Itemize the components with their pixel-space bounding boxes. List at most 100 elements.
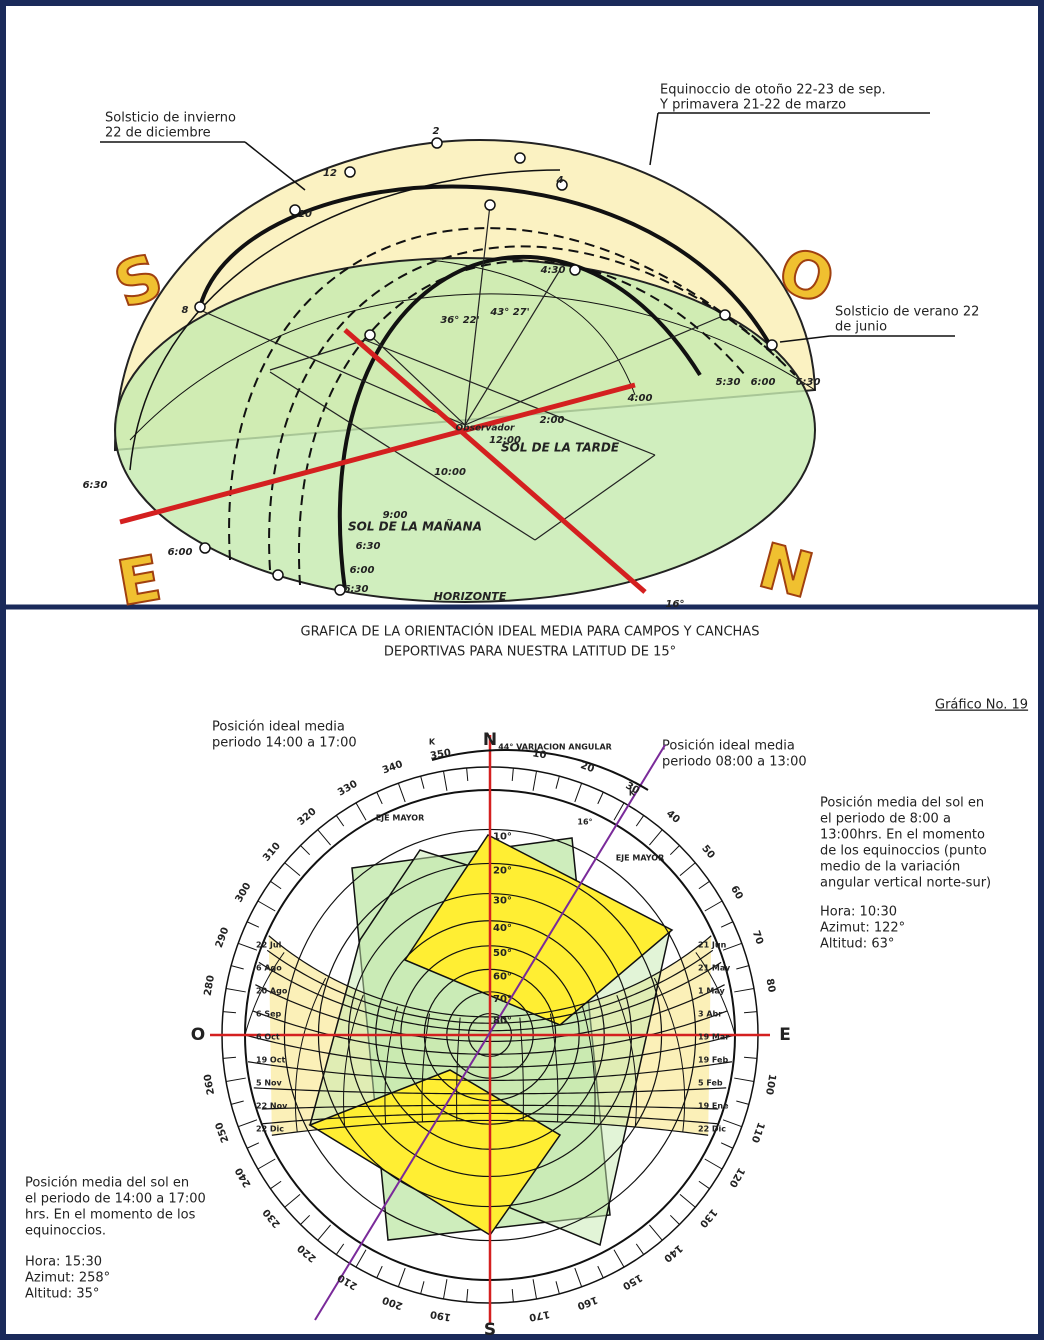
annotation: 13:00hrs. En el momento — [820, 828, 985, 843]
hour-mark: 5:30 — [716, 377, 741, 388]
hour-mark: 6:30 — [796, 377, 821, 388]
sun-position — [195, 302, 205, 312]
compass-letter: O — [191, 1025, 205, 1045]
compass-letter: N — [483, 730, 497, 750]
figure-number: Gráfico No. 19 — [935, 698, 1028, 713]
hour-mark: 6:30 — [344, 584, 369, 595]
annotation: 22 de diciembre — [105, 126, 211, 141]
altitude-label: 40° — [493, 923, 512, 934]
annotation: periodo 08:00 a 13:00 — [662, 755, 807, 770]
chart-annotation: EJE MAYOR — [376, 814, 425, 823]
date-label: 19 Mar — [698, 1033, 729, 1042]
annotation: el periodo de 8:00 a — [820, 812, 951, 827]
hour-mark: 36° 22' — [440, 315, 479, 326]
date-label: 3 Abr — [698, 1010, 722, 1019]
annotation: Solsticio de verano 22 — [835, 305, 979, 320]
hour-mark: 12 — [323, 168, 337, 179]
sun-position — [515, 153, 525, 163]
hour-mark: 4:00 — [627, 393, 653, 404]
sun-position — [570, 265, 580, 275]
date-label: 6 Ago — [256, 964, 282, 973]
chart-annotation: K — [629, 789, 636, 798]
annotation: medio de la variación — [820, 860, 960, 875]
annotation: el periodo de 14:00 a 17:00 — [25, 1192, 206, 1207]
hour-mark: 6:00 — [168, 547, 193, 558]
hour-mark: 4:30 — [540, 265, 566, 276]
hour-mark: 6:30 — [83, 480, 108, 491]
hour-mark: 43° 27' — [489, 307, 529, 318]
annotation: Hora: 15:30 — [25, 1255, 102, 1270]
hour-mark: 6:30 — [356, 541, 381, 552]
sun-position — [485, 200, 495, 210]
altitude-label: 80° — [493, 1016, 512, 1027]
annotation: de los equinoccios (punto — [820, 844, 987, 859]
annotation: DEPORTIVAS PARA NUESTRA LATITUD DE 15° — [384, 645, 676, 660]
sun-position — [767, 340, 777, 350]
annotation: Y primavera 21-22 de marzo — [659, 98, 846, 113]
date-label: 22 Jul — [256, 941, 282, 950]
annotation: Equinoccio de otoño 22-23 de sep. — [660, 83, 886, 98]
diagram-label: HORIZONTE — [434, 590, 507, 603]
hour-mark: 12:00 — [489, 435, 521, 446]
annotation: Azimut: 258° — [25, 1271, 110, 1286]
date-label: 19 Feb — [698, 1056, 728, 1065]
altitude-label: 70° — [493, 994, 512, 1005]
diagram-label: SOL DE LA MAÑANA — [348, 519, 482, 534]
sun-position — [200, 543, 210, 553]
hour-mark: 9:00 — [383, 510, 408, 521]
date-label: 19 Ene — [698, 1102, 729, 1111]
chart-annotation: EJE MAYOR — [616, 854, 665, 863]
compass-letter: E — [779, 1025, 791, 1045]
annotation: Solsticio de invierno — [105, 111, 236, 126]
hour-mark: 6:00 — [751, 377, 776, 388]
date-label: 6 Sep — [256, 1010, 282, 1019]
date-label: 22 Dic — [256, 1125, 284, 1134]
date-label: 20 Ago — [256, 987, 288, 996]
sun-position — [720, 310, 730, 320]
annotation: equinoccios. — [25, 1224, 106, 1239]
date-label: 6 Oct — [256, 1033, 280, 1042]
annotation: periodo 14:00 a 17:00 — [212, 736, 357, 751]
date-label: 22 Dic — [698, 1125, 726, 1134]
hour-mark: 2:00 — [540, 415, 565, 426]
annotation: Altitud: 35° — [25, 1287, 99, 1302]
diagram-label: Observador — [456, 424, 516, 434]
hour-mark: 2 — [433, 126, 440, 137]
annotation: GRAFICA DE LA ORIENTACIÓN IDEAL MEDIA PA… — [301, 624, 760, 640]
annotation: Posición media del sol en — [820, 796, 984, 811]
annotation: Azimut: 122° — [820, 921, 905, 936]
annotation: Posición ideal media — [662, 739, 795, 754]
hour-mark: 10:00 — [434, 467, 466, 478]
date-label: 21 May — [698, 964, 731, 973]
sun-position — [365, 330, 375, 340]
chart-annotation: K — [429, 738, 436, 747]
page: Solsticio de invierno22 de diciembre Equi… — [0, 0, 1044, 1340]
date-label: 22 Nov — [256, 1102, 288, 1111]
annotation: Hora: 10:30 — [820, 905, 897, 920]
annotation: hrs. En el momento de los — [25, 1208, 196, 1223]
date-label: 5 Feb — [698, 1079, 723, 1088]
annotation: Posición media del sol en — [25, 1176, 189, 1191]
altitude-label: 30° — [493, 896, 512, 907]
hour-mark: 10 — [298, 209, 312, 220]
date-label: 19 Oct — [256, 1056, 285, 1065]
chart-annotation: 44° VARIACION ANGULAR — [498, 743, 612, 752]
altitude-label: 60° — [493, 971, 512, 982]
hour-mark: 6:00 — [350, 565, 375, 576]
sun-position — [432, 138, 442, 148]
compass-letter: S — [484, 1320, 496, 1340]
figure: Solsticio de invierno22 de diciembre Equi… — [0, 0, 1044, 1340]
hour-mark: 8 — [182, 305, 189, 316]
altitude-label: 20° — [493, 865, 512, 876]
date-label: 5 Nov — [256, 1079, 283, 1088]
date-label: 1 May — [698, 987, 725, 996]
date-label: 21 Jun — [698, 941, 727, 950]
sun-position — [273, 570, 283, 580]
annotation: Altitud: 63° — [820, 937, 894, 952]
sun-position — [345, 167, 355, 177]
chart-annotation: 16° — [577, 818, 592, 827]
annotation: de junio — [835, 320, 887, 335]
altitude-label: 50° — [493, 948, 512, 959]
annotation: angular vertical norte-sur) — [820, 876, 991, 891]
hour-mark: 4 — [556, 175, 564, 186]
